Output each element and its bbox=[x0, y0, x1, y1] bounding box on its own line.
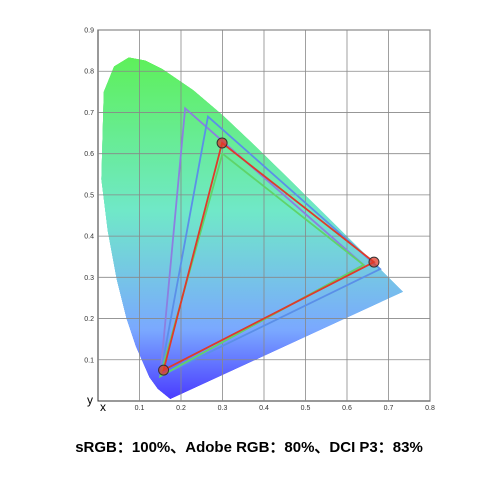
primary-marker bbox=[158, 364, 170, 376]
x-tick-label: 0.1 bbox=[135, 405, 145, 412]
primary-marker bbox=[368, 256, 380, 268]
y-tick-label: 0.6 bbox=[84, 151, 94, 158]
x-tick-label: 0.7 bbox=[384, 405, 394, 412]
y-tick-label: 0.2 bbox=[84, 316, 94, 323]
grid bbox=[98, 29, 431, 401]
gamut-lines bbox=[158, 106, 382, 379]
primary-marker bbox=[216, 137, 228, 149]
y-tick-label: 0.5 bbox=[84, 192, 94, 199]
x-tick-label: 0.6 bbox=[342, 405, 352, 412]
x-tick-label: 0.8 bbox=[425, 405, 435, 412]
y-tick-label: 0.1 bbox=[84, 357, 94, 364]
x-axis-label: x bbox=[100, 400, 106, 414]
x-tick-label: 0.5 bbox=[301, 405, 311, 412]
gamut-triangle bbox=[162, 141, 376, 372]
y-tick-label: 0.4 bbox=[84, 234, 94, 241]
y-axis-label: y bbox=[87, 393, 93, 407]
y-tick-label: 0.7 bbox=[84, 110, 94, 117]
x-tick-label: 0.2 bbox=[176, 405, 186, 412]
y-tick-label: 0.9 bbox=[84, 28, 94, 35]
x-tick-label: 0.3 bbox=[218, 405, 228, 412]
y-tick-label: 0.3 bbox=[84, 275, 94, 282]
spectral-locus bbox=[101, 57, 403, 399]
caption: sRGB：100%、Adobe RGB：80%、DCI P3：83% bbox=[75, 439, 423, 456]
gamut-triangle bbox=[159, 114, 382, 378]
x-tick-label: 0.4 bbox=[259, 405, 269, 412]
y-tick-label: 0.8 bbox=[84, 69, 94, 76]
